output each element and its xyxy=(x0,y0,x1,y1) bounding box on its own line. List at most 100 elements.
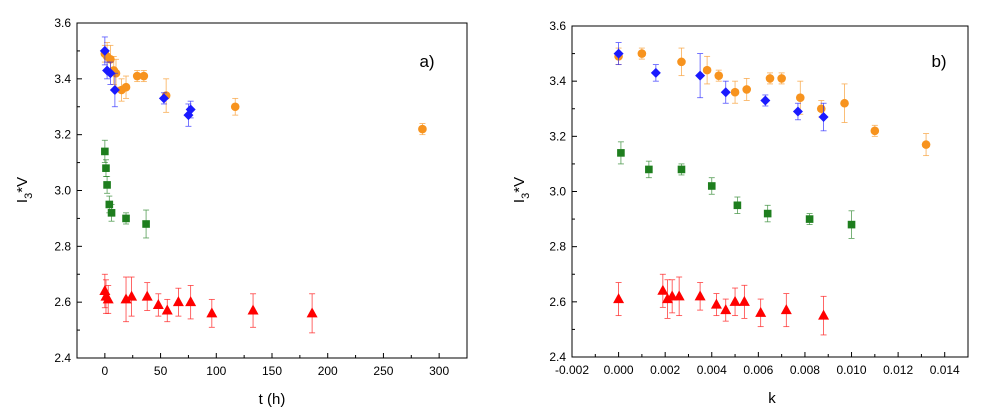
data-point-square xyxy=(645,165,653,174)
x-tick-label-b: 0.002 xyxy=(650,363,680,377)
y-axis-title-b-main: I xyxy=(511,199,528,203)
data-point-circle xyxy=(795,93,805,103)
data-point-square xyxy=(847,220,856,229)
data-point-triangle xyxy=(161,304,173,315)
y-tick-label-a: 3.0 xyxy=(54,184,71,198)
data-point-triangle xyxy=(152,298,164,309)
x-tick-label-b: -0.002 xyxy=(555,363,589,377)
data-point-circle xyxy=(121,82,131,92)
x-tick-label-a: 250 xyxy=(373,364,393,378)
data-point-triangle xyxy=(172,296,184,307)
data-point-diamond xyxy=(650,67,661,78)
data-point-circle xyxy=(106,54,115,64)
x-axis-title-b: k xyxy=(768,390,776,407)
data-point-square xyxy=(107,209,116,217)
data-point-triangle xyxy=(738,295,750,306)
x-tick-label-a: 200 xyxy=(318,364,338,378)
data-point-triangle xyxy=(780,304,792,315)
y-tick-label-a: 2.8 xyxy=(54,239,71,253)
data-point-circle xyxy=(777,74,786,83)
data-point-square xyxy=(617,149,625,157)
panel-label-b: b) xyxy=(931,52,946,71)
y-axis-title-a-main: I xyxy=(14,199,31,203)
x-tick-label-b: 0.012 xyxy=(883,363,913,377)
x-tick-label-a: 300 xyxy=(429,364,449,378)
data-point-circle xyxy=(637,49,647,58)
data-marks-a xyxy=(99,36,427,334)
ticks-a: 0 50 100 150 200 250 300 2.4 2.6 2.8 3.0 3.2 3.4 3.6 xyxy=(54,16,449,378)
x-tick-label-a: 100 xyxy=(206,364,226,378)
panel-a: 0 50 100 150 200 250 3002.42.62.83.03.23.43.6 … xyxy=(14,16,468,408)
data-marks-b xyxy=(613,42,931,336)
data-point-circle xyxy=(139,71,149,81)
series-triangle-a xyxy=(99,273,318,334)
y-tick-label-b: 2.4 xyxy=(549,350,566,364)
data-point-square xyxy=(102,164,110,172)
x-tick-label-b: 0.008 xyxy=(790,363,820,377)
data-point-triangle xyxy=(206,307,218,318)
data-point-triangle xyxy=(126,290,138,301)
data-point-circle xyxy=(870,126,880,136)
data-point-diamond xyxy=(158,93,169,104)
y-tick-label-b: 3.4 xyxy=(549,74,566,88)
panel-label-a: a) xyxy=(419,52,434,71)
series-triangle-b xyxy=(613,273,830,336)
data-point-circle xyxy=(132,71,142,81)
data-point-triangle xyxy=(247,304,259,315)
y-tick-label-a: 3.2 xyxy=(54,128,71,142)
data-point-circle xyxy=(230,102,240,112)
data-point-triangle xyxy=(755,306,767,317)
y-axis-title-b-sub: 3 xyxy=(520,193,532,199)
y-tick-label-b: 2.8 xyxy=(549,240,566,254)
data-point-circle xyxy=(730,87,740,97)
data-point-triangle xyxy=(694,290,706,301)
data-point-square xyxy=(101,147,109,156)
data-point-triangle xyxy=(99,285,111,295)
y-axis-title-b-rest: *V xyxy=(511,177,528,193)
data-point-triangle xyxy=(720,304,732,315)
x-tick-label-b: 0.004 xyxy=(697,363,727,377)
data-point-circle xyxy=(714,71,724,80)
data-point-triangle xyxy=(306,307,318,318)
data-point-circle xyxy=(418,124,427,134)
data-point-diamond xyxy=(613,48,624,59)
data-point-triangle xyxy=(710,298,722,309)
y-axis-title-a-sub: 3 xyxy=(23,193,35,199)
series-diamond-b xyxy=(613,42,829,132)
ticks-b: -0.002 0.000 0.002 0.004 0.006 0.008 0.010 0.01… xyxy=(549,19,960,377)
data-point-triangle xyxy=(141,290,153,301)
data-point-square xyxy=(733,201,742,210)
data-point-diamond xyxy=(109,85,120,95)
data-point-circle xyxy=(677,57,686,67)
y-axis-title-a: I3*V xyxy=(14,177,35,203)
series-diamond-a xyxy=(99,36,196,127)
y-tick-label-b: 3.2 xyxy=(549,129,566,143)
x-axis-title-a: t (h) xyxy=(259,391,286,408)
data-point-triangle xyxy=(673,290,685,301)
y-tick-label-a: 3.6 xyxy=(54,16,71,30)
data-point-circle xyxy=(921,140,931,149)
y-axis-title-a-rest: *V xyxy=(14,177,31,193)
data-point-diamond xyxy=(720,87,731,98)
x-tick-label-b: 0.000 xyxy=(604,363,634,377)
data-point-circle xyxy=(840,98,849,108)
y-tick-label-a: 2.4 xyxy=(54,351,71,365)
data-point-triangle xyxy=(185,296,197,307)
x-tick-label-b: 0.010 xyxy=(837,363,867,377)
panel-b: -0.002 0.000 0.002 0.004 0.006 0.008 0.010 0.01… xyxy=(511,19,969,407)
data-point-circle xyxy=(816,104,826,114)
data-point-diamond xyxy=(792,106,803,117)
data-point-diamond xyxy=(185,104,196,115)
data-point-triangle xyxy=(120,293,132,304)
data-point-square xyxy=(805,215,814,223)
y-tick-label-b: 2.6 xyxy=(549,295,566,309)
y-axis-title-b: I3*V xyxy=(511,177,532,203)
data-point-circle xyxy=(765,74,775,83)
y-tick-label-a: 2.6 xyxy=(54,295,71,309)
x-tick-label-b: 0.014 xyxy=(930,363,960,377)
data-point-diamond xyxy=(99,45,110,56)
y-tick-label-b: 3.6 xyxy=(549,19,566,33)
data-point-diamond xyxy=(818,112,829,123)
data-point-triangle xyxy=(662,293,674,304)
